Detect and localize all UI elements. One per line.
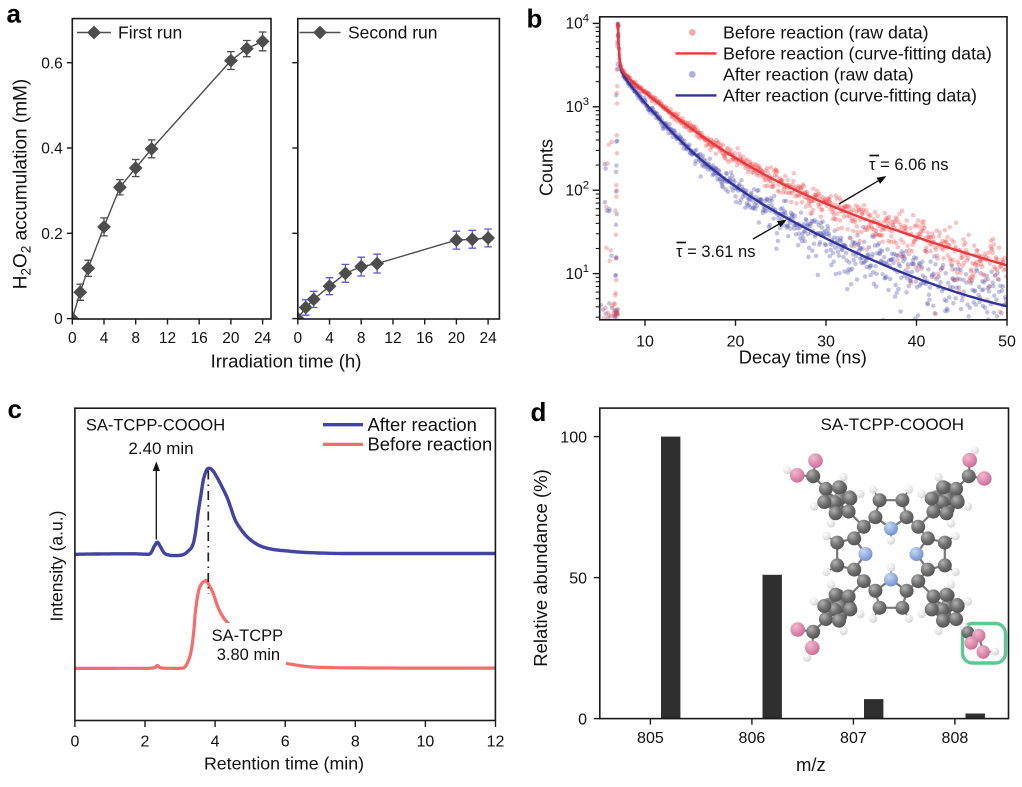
svg-text:12: 12 <box>384 330 401 347</box>
svg-text:30: 30 <box>817 333 835 350</box>
svg-text:After reaction: After reaction <box>368 414 477 435</box>
svg-text:0: 0 <box>578 711 587 728</box>
svg-text:0: 0 <box>54 311 63 328</box>
svg-text:SA-TCPP-COOOH: SA-TCPP-COOOH <box>821 415 965 434</box>
svg-text:16: 16 <box>191 330 208 347</box>
svg-text:τ = 3.61 ns: τ = 3.61 ns <box>676 243 755 261</box>
svg-text:0: 0 <box>293 330 302 347</box>
svg-text:c: c <box>8 394 22 424</box>
svg-text:50: 50 <box>569 570 587 587</box>
svg-text:101: 101 <box>565 263 589 283</box>
svg-text:0: 0 <box>70 734 79 751</box>
svg-text:Second run: Second run <box>348 22 438 42</box>
svg-text:20: 20 <box>448 330 466 347</box>
svg-text:Intensity (a.u.): Intensity (a.u.) <box>47 511 67 622</box>
svg-text:808: 808 <box>942 730 969 747</box>
svg-text:8: 8 <box>351 734 360 751</box>
svg-text:805: 805 <box>637 730 664 747</box>
svg-text:m/z: m/z <box>796 754 826 775</box>
svg-text:8: 8 <box>131 330 140 347</box>
svg-text:40: 40 <box>908 333 926 350</box>
svg-text:104: 104 <box>565 13 589 33</box>
svg-text:2.40 min: 2.40 min <box>128 439 193 458</box>
svg-text:6: 6 <box>281 734 290 751</box>
svg-text:20: 20 <box>222 330 240 347</box>
svg-text:102: 102 <box>565 179 589 199</box>
svg-text:807: 807 <box>840 730 867 747</box>
svg-text:First run: First run <box>118 22 182 42</box>
svg-text:After reaction (raw data): After reaction (raw data) <box>723 64 914 84</box>
svg-text:b: b <box>527 4 543 34</box>
svg-text:a: a <box>7 0 22 29</box>
svg-text:Before reaction: Before reaction <box>368 434 493 455</box>
svg-text:SA-TCPP: SA-TCPP <box>212 627 284 645</box>
svg-text:20: 20 <box>727 333 745 350</box>
svg-text:4: 4 <box>100 330 109 347</box>
svg-text:Counts: Counts <box>537 139 557 196</box>
svg-text:806: 806 <box>739 730 766 747</box>
svg-text:12: 12 <box>159 330 176 347</box>
svg-text:Before reaction (curve-fitting: Before reaction (curve-fitting data) <box>723 43 992 63</box>
svg-text:103: 103 <box>565 96 589 116</box>
svg-text:10: 10 <box>636 333 654 350</box>
svg-text:H2O2 accumulation (mM): H2O2 accumulation (mM) <box>11 79 34 289</box>
svg-text:After reaction (curve-fitting: After reaction (curve-fitting data) <box>723 85 977 105</box>
svg-text:50: 50 <box>998 333 1016 350</box>
svg-text:100: 100 <box>560 429 587 446</box>
svg-text:0.2: 0.2 <box>41 226 63 243</box>
svg-text:4: 4 <box>211 734 220 751</box>
svg-text:Retention time (min): Retention time (min) <box>204 753 364 773</box>
svg-text:8: 8 <box>357 330 366 347</box>
svg-text:16: 16 <box>416 330 433 347</box>
svg-text:24: 24 <box>479 330 497 347</box>
svg-text:24: 24 <box>254 330 272 347</box>
svg-text:3.80 min: 3.80 min <box>217 646 280 664</box>
svg-text:SA-TCPP-COOOH: SA-TCPP-COOOH <box>86 416 225 434</box>
svg-text:10: 10 <box>417 734 435 751</box>
svg-text:Decay time (ns): Decay time (ns) <box>739 347 867 368</box>
svg-text:Before reaction (raw data): Before reaction (raw data) <box>723 22 929 42</box>
svg-text:0: 0 <box>68 330 77 347</box>
svg-text:0.4: 0.4 <box>41 141 63 158</box>
svg-text:d: d <box>531 397 547 427</box>
svg-text:τ = 6.06 ns: τ = 6.06 ns <box>869 156 948 174</box>
svg-text:0.6: 0.6 <box>41 55 63 72</box>
svg-text:4: 4 <box>325 330 334 347</box>
svg-text:Relative abundance (%): Relative abundance (%) <box>530 469 551 666</box>
svg-text:2: 2 <box>141 734 150 751</box>
svg-text:12: 12 <box>487 734 505 751</box>
svg-text:Irradiation time (h): Irradiation time (h) <box>211 351 362 372</box>
